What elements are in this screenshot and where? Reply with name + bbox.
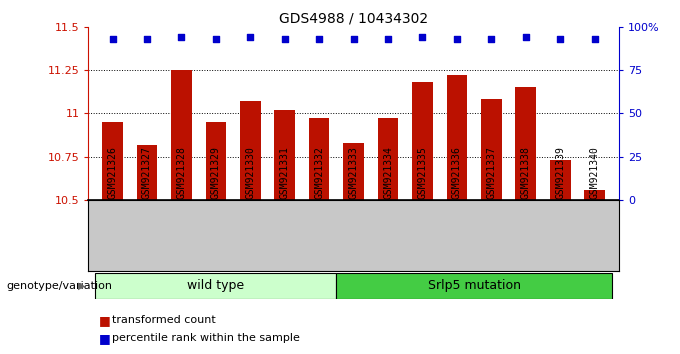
Point <box>279 36 290 41</box>
Point <box>176 34 187 40</box>
Point <box>348 36 359 41</box>
Bar <box>337 273 612 299</box>
Bar <box>550 160 571 200</box>
Point <box>383 36 394 41</box>
Text: percentile rank within the sample: percentile rank within the sample <box>112 333 300 343</box>
Point <box>520 34 531 40</box>
Point <box>417 34 428 40</box>
Bar <box>377 119 398 200</box>
Bar <box>171 70 192 200</box>
Bar <box>309 119 330 200</box>
Text: genotype/variation: genotype/variation <box>7 281 113 291</box>
Bar <box>102 122 123 200</box>
Point <box>555 36 566 41</box>
Title: GDS4988 / 10434302: GDS4988 / 10434302 <box>279 11 428 25</box>
Bar <box>137 144 157 200</box>
Bar <box>584 190 605 200</box>
Text: transformed count: transformed count <box>112 315 216 325</box>
Text: ▶: ▶ <box>78 281 85 291</box>
Bar <box>240 101 260 200</box>
Bar <box>95 273 337 299</box>
Point <box>452 36 462 41</box>
Bar <box>205 122 226 200</box>
Bar <box>275 110 295 200</box>
Point <box>245 34 256 40</box>
Bar <box>481 99 502 200</box>
Text: Srlp5 mutation: Srlp5 mutation <box>428 279 521 292</box>
Point <box>313 36 324 41</box>
Bar <box>447 75 467 200</box>
Point <box>141 36 152 41</box>
Text: ■: ■ <box>99 314 110 327</box>
Point <box>486 36 497 41</box>
Point <box>590 36 600 41</box>
Bar <box>515 87 536 200</box>
Bar <box>412 82 432 200</box>
Bar <box>343 143 364 200</box>
Point <box>107 36 118 41</box>
Text: wild type: wild type <box>187 279 244 292</box>
Text: ■: ■ <box>99 332 110 344</box>
Point <box>210 36 221 41</box>
